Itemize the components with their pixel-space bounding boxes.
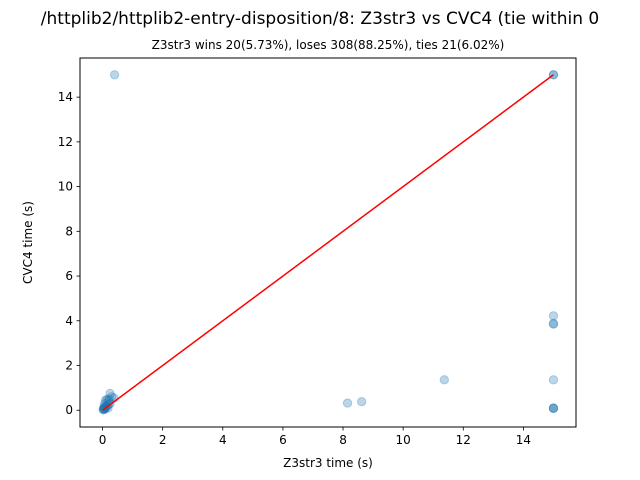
x-tick-label: 2 [159,433,167,447]
data-point [548,403,559,413]
data-point [548,403,559,413]
data-point [103,403,113,413]
data-point [105,388,115,399]
x-tick-label: 6 [279,433,287,447]
data-point [102,394,112,405]
y-tick-label: 8 [65,224,73,238]
data-point [548,319,559,329]
data-point [548,403,559,414]
y-tick-label: 0 [65,403,73,417]
chart-subtitle: Z3str3 wins 20(5.73%), loses 308(88.25%)… [152,38,505,52]
data-point [104,394,114,404]
y-axis-label: CVC4 time (s) [21,201,35,284]
data-point [548,311,559,321]
y-tick-label: 4 [65,314,73,328]
plot-area [79,57,577,428]
diagonal-segment [102,74,554,411]
diagonal-line [102,74,554,411]
x-tick-label: 0 [99,433,107,447]
data-point [439,375,450,385]
chart-title: /httplib2/httplib2-entry-disposition/8: … [41,9,599,29]
axes-frame [79,57,577,428]
x-axis-ticks: 0 2 4 6 8 10 12 14 [99,427,531,447]
y-tick-label: 10 [58,180,73,194]
data-point [356,397,367,407]
x-tick-label: 12 [456,433,471,447]
data-point [548,318,559,329]
data-point [109,70,120,80]
data-point [106,392,117,402]
data-point [342,398,353,408]
data-point [548,375,559,385]
data-points [98,70,559,415]
y-tick-label: 14 [58,90,73,104]
y-tick-label: 12 [58,135,73,149]
y-tick-label: 2 [65,359,73,373]
x-tick-label: 8 [339,433,347,447]
y-tick-label: 6 [65,269,73,283]
x-tick-label: 4 [219,433,227,447]
x-tick-label: 14 [516,433,531,447]
y-axis-ticks: 0 2 4 6 8 10 12 14 [58,90,80,417]
x-axis-label: Z3str3 time (s) [283,456,373,470]
x-tick-label: 10 [396,433,411,447]
data-point [100,395,111,405]
